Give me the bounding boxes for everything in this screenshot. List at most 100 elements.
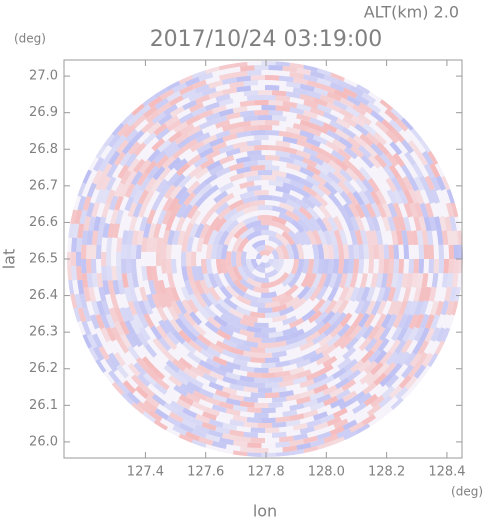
echo-cell	[257, 204, 273, 211]
echo-cell	[260, 291, 278, 299]
echo-cell	[349, 272, 358, 288]
echo-cell	[257, 352, 273, 358]
echo-cell	[74, 209, 83, 225]
echo-cell	[156, 209, 167, 225]
echo-cell	[225, 371, 241, 381]
echo-cell	[418, 216, 427, 231]
echo-cell	[239, 400, 255, 408]
echo-cell	[368, 244, 374, 259]
echo-cell	[382, 202, 392, 218]
echo-cell	[342, 244, 350, 259]
echo-cell	[275, 232, 290, 246]
echo-cell	[246, 185, 262, 193]
echo-cell	[299, 129, 315, 140]
echo-cell	[419, 202, 429, 218]
echo-cell	[396, 230, 404, 245]
echo-cell	[143, 189, 155, 205]
echo-cell	[351, 115, 366, 128]
echo-cell	[411, 273, 419, 288]
echo-cell	[249, 300, 265, 308]
echo-cell	[252, 286, 270, 294]
echo-cell	[458, 259, 463, 274]
echo-cell	[379, 373, 393, 387]
echo-cell	[441, 327, 452, 343]
echo-cell	[101, 162, 113, 178]
echo-cell	[421, 230, 429, 245]
echo-cell	[188, 416, 204, 427]
echo-cell	[243, 215, 259, 226]
echo-cell	[185, 114, 201, 126]
echo-cell	[199, 348, 215, 361]
echo-cell	[229, 429, 244, 437]
echo-cell	[105, 357, 118, 373]
echo-cell	[88, 286, 97, 302]
echo-cell	[376, 141, 390, 156]
echo-cell	[406, 230, 414, 246]
echo-cell	[320, 84, 336, 94]
echo-cell	[312, 259, 319, 275]
echo-cell	[295, 187, 311, 199]
echo-cell	[205, 112, 221, 122]
echo-cell	[387, 300, 398, 316]
echo-cell	[191, 428, 207, 439]
echo-cell	[173, 384, 188, 397]
echo-cell	[313, 421, 329, 431]
echo-cell	[355, 215, 365, 232]
echo-cell	[254, 447, 269, 454]
echo-cell	[117, 339, 130, 354]
echo-cell	[300, 272, 312, 288]
echo-cell	[408, 188, 419, 204]
echo-cell	[389, 141, 403, 156]
echo-cell	[355, 178, 368, 193]
echo-cell	[130, 402, 145, 416]
echo-cell	[125, 128, 139, 143]
echo-cell	[384, 108, 399, 122]
echo-cell	[397, 189, 409, 205]
echo-cell	[377, 337, 390, 353]
echo-cell	[223, 272, 236, 288]
echo-cell	[289, 179, 305, 190]
echo-cell	[176, 398, 192, 410]
echo-cell	[401, 364, 414, 379]
echo-cell	[271, 249, 279, 259]
echo-cell	[327, 311, 341, 326]
echo-cell	[413, 364, 427, 379]
echo-cell	[402, 176, 414, 191]
echo-cell	[333, 312, 347, 327]
echo-cell	[139, 326, 151, 342]
echo-cell	[373, 326, 386, 341]
echo-cell	[331, 299, 344, 314]
echo-cell	[113, 134, 127, 149]
echo-cell	[385, 272, 394, 288]
echo-cell	[91, 202, 100, 218]
echo-cell	[161, 348, 176, 363]
echo-cell	[272, 431, 287, 438]
echo-cell	[119, 320, 130, 336]
echo-cell	[301, 309, 316, 322]
echo-cell	[303, 217, 317, 232]
echo-cell	[275, 221, 292, 234]
echo-cell	[254, 377, 269, 383]
echo-cell	[69, 209, 78, 225]
echo-cell	[329, 425, 345, 436]
echo-cell	[186, 381, 202, 393]
echo-cell	[296, 113, 311, 122]
echo-cell	[282, 455, 298, 457]
echo-cell	[229, 209, 245, 222]
echo-cell	[299, 93, 315, 103]
echo-cell	[129, 183, 141, 199]
echo-cell	[205, 396, 221, 406]
echo-cell	[400, 164, 413, 179]
echo-cell	[181, 266, 189, 282]
echo-cell	[202, 273, 213, 289]
echo-cell	[188, 129, 204, 141]
x-tick-label: 128.2	[368, 465, 405, 480]
echo-cell	[446, 230, 454, 246]
echo-cell	[176, 162, 190, 177]
echo-cell	[265, 261, 272, 269]
echo-cell	[402, 327, 414, 342]
echo-cell	[378, 259, 384, 274]
echo-cell	[354, 229, 363, 245]
echo-cell	[144, 343, 158, 358]
echo-cell	[394, 339, 407, 355]
